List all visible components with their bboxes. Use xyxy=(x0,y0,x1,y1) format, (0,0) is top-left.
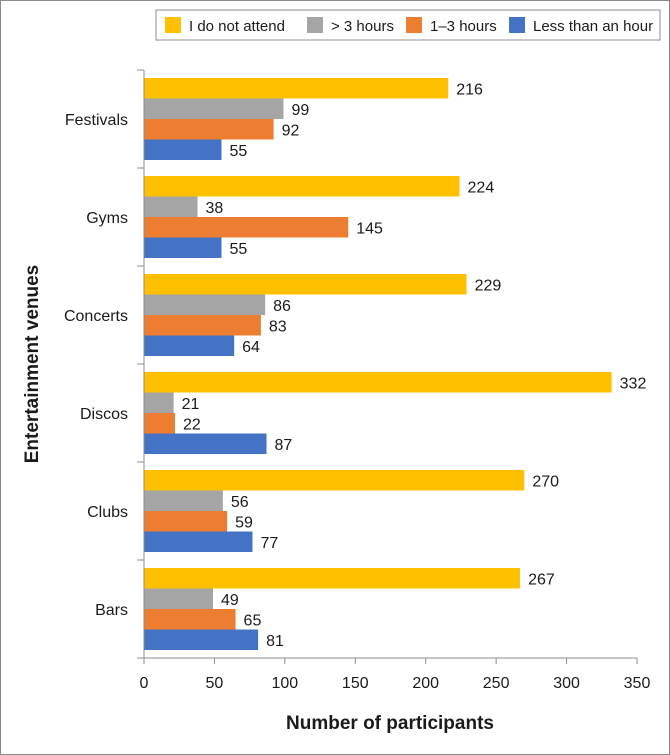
category-label-discos: Discos xyxy=(80,406,128,423)
data-label-discos-less-than-an-hour: 87 xyxy=(275,437,293,454)
data-label-bars-3-hours: 49 xyxy=(221,592,239,609)
data-label-bars-1-3-hours: 65 xyxy=(244,612,262,629)
data-label-festivals-i-do-not-attend: 216 xyxy=(456,81,483,98)
data-label-concerts-1-3-hours: 83 xyxy=(269,318,287,335)
data-label-clubs-less-than-an-hour: 77 xyxy=(260,535,278,552)
category-label-festivals: Festivals xyxy=(65,112,128,129)
data-label-clubs-i-do-not-attend: 270 xyxy=(532,473,559,490)
category-label-bars: Bars xyxy=(95,602,128,619)
bar-bars-less-than-an-hour xyxy=(144,629,259,650)
bar-discos-3-hours xyxy=(144,392,174,413)
legend-label-less-than-an-hour: Less than an hour xyxy=(533,18,653,35)
x-tick-label: 50 xyxy=(206,675,224,692)
bar-bars-i-do-not-attend xyxy=(144,568,521,589)
x-tick-label: 350 xyxy=(624,675,651,692)
x-tick-label: 0 xyxy=(140,675,149,692)
data-label-gyms-i-do-not-attend: 224 xyxy=(468,179,495,196)
data-label-bars-i-do-not-attend: 267 xyxy=(528,571,555,588)
bar-gyms-1-3-hours xyxy=(144,217,349,238)
x-tick-label: 200 xyxy=(412,675,439,692)
legend-label-1-3-hours: 1–3 hours xyxy=(430,18,497,35)
data-label-gyms-1-3-hours: 145 xyxy=(356,220,383,237)
legend-swatch-1-3-hours xyxy=(406,17,422,33)
bar-concerts-i-do-not-attend xyxy=(144,274,467,295)
legend-swatch-3-hours xyxy=(307,17,323,33)
legend-swatch-i-do-not-attend xyxy=(165,17,181,33)
data-label-clubs-1-3-hours: 59 xyxy=(235,514,253,531)
bar-bars-1-3-hours xyxy=(144,609,236,630)
bar-clubs-less-than-an-hour xyxy=(144,531,253,552)
bar-festivals-3-hours xyxy=(144,98,284,119)
bar-gyms-less-than-an-hour xyxy=(144,237,222,258)
data-label-discos-i-do-not-attend: 332 xyxy=(620,375,647,392)
bar-discos-less-than-an-hour xyxy=(144,433,267,454)
x-tick-label: 250 xyxy=(483,675,510,692)
bar-concerts-1-3-hours xyxy=(144,315,261,336)
data-label-discos-1-3-hours: 22 xyxy=(183,416,201,433)
bar-clubs-3-hours xyxy=(144,490,223,511)
bar-concerts-less-than-an-hour xyxy=(144,335,235,356)
data-label-concerts-3-hours: 86 xyxy=(273,298,291,315)
legend-swatch-less-than-an-hour xyxy=(509,17,525,33)
bar-clubs-1-3-hours xyxy=(144,511,228,532)
legend-label-i-do-not-attend: I do not attend xyxy=(189,18,285,35)
data-label-gyms-less-than-an-hour: 55 xyxy=(229,241,247,258)
data-label-concerts-less-than-an-hour: 64 xyxy=(242,339,260,356)
bar-festivals-i-do-not-attend xyxy=(144,78,449,99)
category-label-concerts: Concerts xyxy=(64,308,128,325)
bar-festivals-1-3-hours xyxy=(144,119,274,140)
data-label-concerts-i-do-not-attend: 229 xyxy=(475,277,502,294)
data-label-festivals-1-3-hours: 92 xyxy=(282,122,300,139)
bar-discos-1-3-hours xyxy=(144,413,175,434)
y-axis-title: Entertainment venues xyxy=(22,265,43,464)
data-label-festivals-3-hours: 99 xyxy=(291,102,309,119)
bar-concerts-3-hours xyxy=(144,294,266,315)
bar-discos-i-do-not-attend xyxy=(144,372,612,393)
category-label-clubs: Clubs xyxy=(87,504,128,521)
bar-clubs-i-do-not-attend xyxy=(144,470,525,491)
data-label-bars-less-than-an-hour: 81 xyxy=(266,633,284,650)
bar-festivals-less-than-an-hour xyxy=(144,139,222,160)
category-label-gyms: Gyms xyxy=(86,210,128,227)
bar-gyms-i-do-not-attend xyxy=(144,176,460,197)
x-tick-label: 100 xyxy=(272,675,299,692)
bar-gyms-3-hours xyxy=(144,196,198,217)
x-tick-label: 150 xyxy=(342,675,369,692)
x-tick-label: 300 xyxy=(553,675,580,692)
data-label-discos-3-hours: 21 xyxy=(182,396,200,413)
legend-label-3-hours: > 3 hours xyxy=(331,18,394,35)
x-axis-title: Number of participants xyxy=(286,713,494,734)
data-label-clubs-3-hours: 56 xyxy=(231,494,249,511)
data-label-gyms-3-hours: 38 xyxy=(206,200,224,217)
data-label-festivals-less-than-an-hour: 55 xyxy=(229,143,247,160)
bar-bars-3-hours xyxy=(144,588,214,609)
